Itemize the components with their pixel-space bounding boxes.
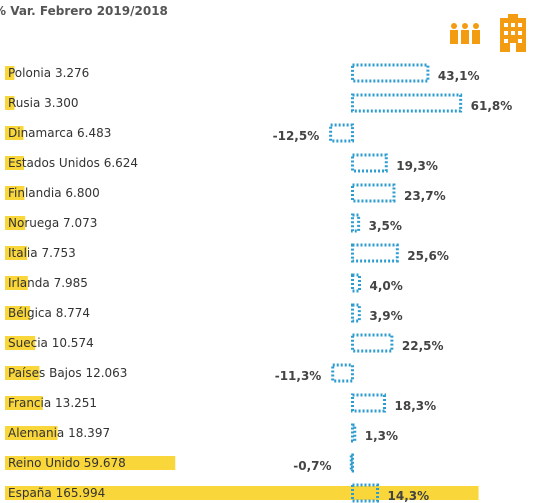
value-label: 10.574 [51, 336, 94, 350]
category-label: Dinamarca [8, 126, 74, 140]
value-label: 7.753 [41, 246, 76, 260]
category-label: Finlandia [8, 186, 62, 200]
change-label: 19,3% [396, 159, 438, 173]
bar [5, 306, 31, 320]
change-bar [351, 63, 430, 83]
category-label: España [8, 486, 52, 500]
value-label: 8.774 [55, 306, 91, 320]
bar [5, 246, 28, 260]
bar [5, 336, 36, 350]
change-label: 22,5% [401, 339, 444, 353]
change-bar [329, 123, 354, 143]
bar-label: Italia 7.753 [8, 246, 76, 260]
bar [5, 96, 15, 110]
change-label: 1,3% [364, 429, 399, 443]
category-label: Alemania [8, 426, 65, 440]
change-label: 23,7% [403, 189, 446, 203]
change-label: 3,5% [368, 219, 402, 233]
value-label: 13.251 [55, 396, 98, 410]
bar [5, 276, 28, 290]
change-bar [351, 183, 396, 203]
change-label: 61,8% [470, 99, 513, 113]
bar-label: Francia 13.251 [8, 396, 97, 410]
value-label: 165.994 [55, 486, 106, 500]
change-label: -11,3% [274, 369, 322, 383]
value-label: 6.800 [65, 186, 100, 200]
change-label: 3,9% [369, 309, 403, 323]
change-bar [351, 483, 380, 503]
bar [5, 366, 40, 380]
bar [5, 426, 58, 440]
bar-label: Noruega 7.073 [8, 216, 97, 230]
category-label: Irlanda [8, 276, 50, 290]
bar [5, 486, 479, 500]
category-label: Polonia [8, 66, 52, 80]
bar [5, 126, 24, 140]
change-label: 25,6% [407, 249, 449, 263]
value-label: 6.483 [77, 126, 112, 140]
change-bar [351, 243, 399, 263]
category-label: Países Bajos [8, 366, 82, 380]
change-bar [351, 213, 361, 233]
bar-label: Reino Unido 59.678 [8, 456, 126, 470]
value-label: 18.397 [68, 426, 111, 440]
bar-label: Bélgica 8.774 [8, 306, 90, 320]
change-label: -12,5% [272, 129, 320, 143]
change-bar [351, 303, 361, 323]
category-label: Estados Unidos [8, 156, 100, 170]
change-bar [351, 393, 387, 413]
bar [5, 156, 24, 170]
change-label: -0,7% [293, 459, 332, 473]
change-bar [351, 423, 357, 443]
icons [450, 14, 526, 52]
bar-label: Irlanda 7.985 [8, 276, 88, 290]
change-label: 43,1% [437, 69, 480, 83]
bar-label: Alemania 18.397 [8, 426, 110, 440]
bar-label: España 165.994 [8, 486, 105, 500]
bar-label: Dinamarca 6.483 [8, 126, 111, 140]
change-label: 14,3% [387, 489, 430, 503]
bar [5, 396, 43, 410]
change-bar [351, 93, 463, 113]
category-label: Francia [8, 396, 52, 410]
bar-label: Estados Unidos 6.624 [8, 156, 138, 170]
chart-title: % Var. Febrero 2019/2018 [0, 4, 168, 18]
value-label: 3.276 [54, 66, 90, 80]
bar [5, 186, 25, 200]
change-bar [349, 453, 354, 473]
value-label: 6.624 [103, 156, 139, 170]
bar-label: Finlandia 6.800 [8, 186, 100, 200]
change-bar [351, 333, 394, 353]
bar [5, 456, 176, 470]
category-label: Rusia [8, 96, 41, 110]
value-label: 12.063 [85, 366, 128, 380]
change-bar [331, 363, 355, 383]
change-bar [351, 273, 361, 293]
category-label: Reino Unido [8, 456, 80, 470]
category-label: Italia [8, 246, 38, 260]
category-label: Suecia [8, 336, 48, 350]
bar-label: Rusia 3.300 [8, 96, 79, 110]
value-label: 59.678 [83, 456, 126, 470]
bar-label: Suecia 10.574 [8, 336, 94, 350]
bar-label: Polonia 3.276 [8, 66, 89, 80]
value-label: 7.985 [53, 276, 88, 290]
bar-label: Países Bajos 12.063 [8, 366, 127, 380]
change-bar [351, 153, 388, 173]
value-label: 7.073 [63, 216, 98, 230]
change-label: 18,3% [394, 399, 437, 413]
value-label: 3.300 [44, 96, 79, 110]
category-label: Noruega [8, 216, 60, 230]
change-label: 4,0% [369, 279, 403, 293]
category-label: Bélgica [8, 306, 52, 320]
bar [5, 66, 15, 80]
bar [5, 216, 26, 230]
